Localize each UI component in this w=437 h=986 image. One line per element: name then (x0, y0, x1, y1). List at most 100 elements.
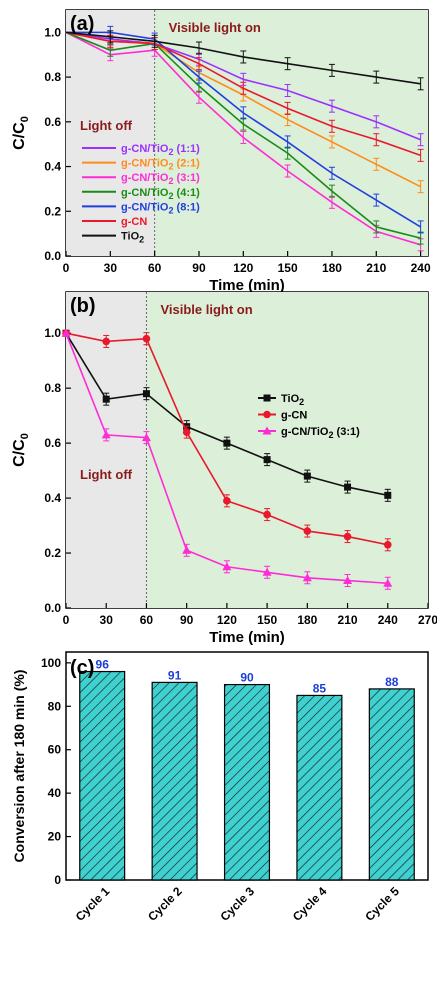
legend-label: g-CN (281, 410, 307, 422)
point-square (344, 483, 352, 491)
region-shading (66, 292, 428, 608)
light-on-label: Visible light on (169, 20, 261, 35)
x-tick-label: Cycle 5 (362, 884, 402, 924)
legend-label: TiO2 (281, 393, 304, 407)
x-tick-label: 270 (418, 613, 437, 627)
x-tick-label: 150 (257, 613, 277, 627)
x-axis-label: Time (min) (209, 629, 285, 646)
legend-label: g-CN/TiO2 (8:1) (121, 201, 200, 215)
legend-text-part: TiO (121, 231, 140, 243)
legend-text-part: g-CN/TiO (121, 172, 169, 184)
legend-text-part: 2 (168, 191, 173, 201)
x-axis-label: Time (min) (209, 277, 285, 294)
point-square (263, 394, 271, 402)
light-off-label: Light off (80, 118, 133, 133)
panel-c: 0 20 40 60 80 100 Cycle 1 Cycle 2 Cycle 3 Cycle 4… (11, 651, 429, 924)
point-circle (383, 541, 392, 549)
bar-group: 96 91 90 85 88 (79, 658, 415, 881)
x-tick-label: 60 (148, 261, 162, 275)
point-triangle (262, 426, 272, 435)
panel-a: 0 30 60 90 120 150 180 210 240 0.0 0.2 0.4 0.6 0.8 1.0… (11, 9, 431, 294)
y-tick-label: 0.6 (44, 115, 61, 129)
legend-text-part: (4:1) (173, 187, 200, 199)
y-tick-label: 0.8 (44, 381, 61, 395)
legend-text-part: g-CN/TiO (121, 158, 169, 170)
legend-text-part: (1:1) (173, 143, 200, 155)
y-tick-label: 0.4 (44, 491, 61, 505)
point-square (142, 390, 150, 398)
point-triangle (343, 576, 353, 585)
x-tick-label: 60 (140, 613, 154, 627)
panel-label: (b) (70, 295, 96, 317)
x-tick-label: 90 (180, 613, 194, 627)
point-triangle (383, 578, 393, 587)
point-square (384, 491, 392, 499)
bar-value-label: 85 (313, 681, 327, 695)
bar-value-label: 96 (96, 658, 110, 672)
point-circle (303, 527, 312, 535)
point-circle (142, 334, 151, 343)
y-axis-label-sub: 0 (19, 433, 31, 439)
x-tick-label: Cycle 2 (145, 884, 185, 924)
x-tick-label: Cycle 3 (218, 884, 258, 924)
x-tick-label: 240 (411, 261, 431, 275)
legend-text-part: g-CN/TiO (121, 187, 169, 199)
x-tick-label: 180 (297, 613, 317, 627)
x-tick-label: 180 (322, 261, 342, 275)
point-circle (343, 532, 352, 541)
legend-text-part: 2 (328, 430, 333, 440)
axes: 0 30 60 90 120 150 180 210 240 0.0 0.2 0.4 0.6 0.8 1.0 (44, 25, 431, 275)
y-axis-label: Conversion after 180 min (%) (11, 670, 27, 863)
point-triangle (222, 562, 232, 571)
point-circle (263, 510, 271, 519)
y-tick-label: 0.8 (44, 70, 61, 84)
point-triangle (182, 545, 192, 554)
point-triangle (262, 567, 272, 576)
x-tick-label: 30 (100, 613, 114, 627)
y-tick-label: 0.4 (44, 160, 61, 174)
x-tick-label: 0 (63, 613, 70, 627)
x-tick-label: 150 (278, 261, 298, 275)
legend-text-part: TiO (281, 393, 300, 405)
y-tick-label: 0.6 (44, 436, 61, 450)
light-on-label: Visible light on (160, 302, 252, 317)
y-tick-label: 100 (41, 656, 61, 670)
legend-label: TiO2 (121, 231, 144, 245)
legend-text-part: (2:1) (173, 158, 200, 170)
y-tick-label: 1.0 (44, 25, 61, 39)
x-tick-label: 120 (217, 613, 237, 627)
region-shading (66, 10, 428, 256)
point-circle (223, 497, 231, 505)
legend-text-part: g-CN (281, 410, 307, 422)
series-group (65, 25, 424, 252)
point-square (223, 439, 231, 447)
point-square (303, 472, 311, 480)
legend-text-part: (3:1) (173, 172, 200, 184)
panel-label: (a) (70, 13, 94, 35)
x-tick-label: Cycle 1 (73, 884, 113, 924)
legend-text-part: 2 (168, 162, 173, 172)
axes: 0 30 60 90 120 150 180 210 240 270 0.0 0.2 0.4 0.6 0.8… (44, 326, 437, 627)
x-tick-label: 0 (63, 261, 70, 275)
x-tick-label: 240 (378, 613, 398, 627)
point-circle (102, 337, 111, 346)
legend-label: g-CN/TiO2 (3:1) (281, 426, 360, 440)
bar-value-label: 88 (385, 675, 399, 689)
legend-text-part: g-CN/TiO (121, 143, 169, 155)
point-triangle (101, 430, 111, 439)
y-tick-label: 80 (48, 699, 62, 713)
point-triangle (61, 328, 71, 337)
y-tick-label: 40 (48, 786, 62, 800)
legend-text-part: 2 (168, 176, 173, 186)
legend-label: g-CN/TiO2 (3:1) (121, 172, 200, 186)
x-tick-label: 210 (338, 613, 358, 627)
bar (368, 688, 415, 881)
y-axis-label-main: C/C (11, 439, 28, 467)
x-tick-label: Cycle 4 (290, 884, 330, 924)
x-tick-label: 30 (104, 261, 118, 275)
y-tick-label: 0.0 (44, 249, 61, 263)
x-tick-label: 120 (233, 261, 253, 275)
y-axis-label: C/C0 (11, 116, 31, 150)
point-square (102, 395, 110, 403)
legend-text-part: 2 (168, 147, 173, 157)
